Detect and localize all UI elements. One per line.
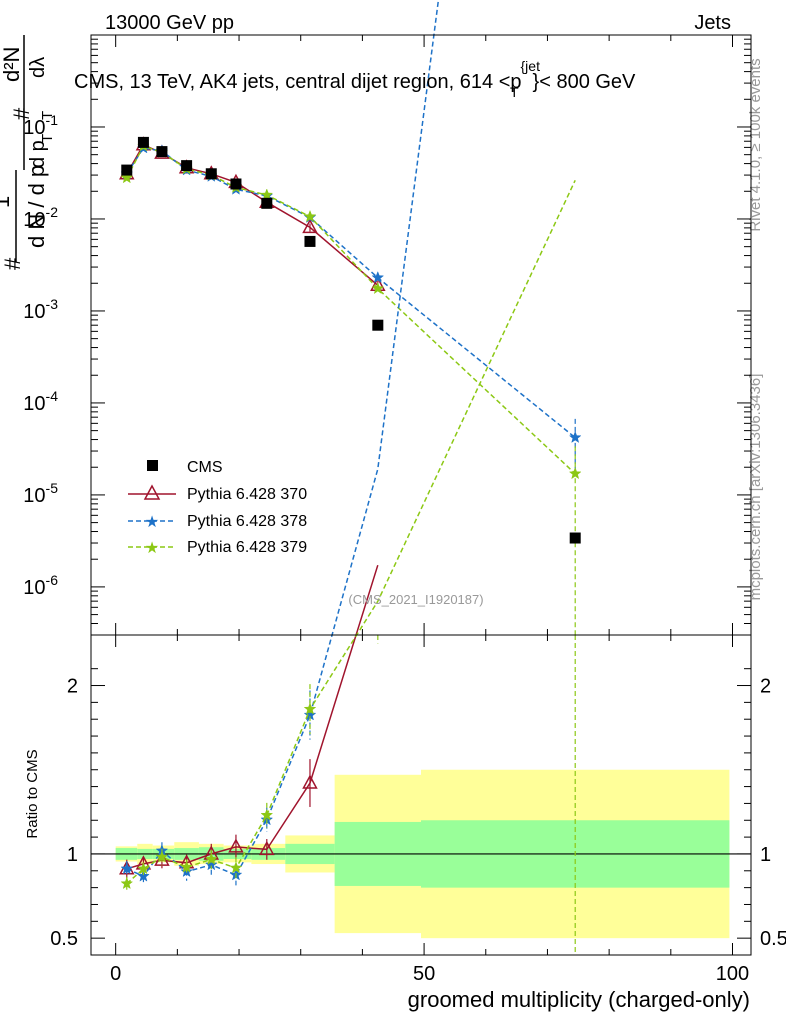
cms-point-6 — [261, 197, 273, 209]
x-tick-label-1: 50 — [413, 963, 435, 985]
process-label: Jets — [694, 12, 731, 34]
main-panel — [119, 136, 582, 635]
ratio-point-1-5 — [228, 838, 244, 853]
legend-p378-marker: ★ — [145, 514, 159, 531]
legend: CMS Pythia 6.428 370 ★ Pythia 6.428 378 … — [128, 459, 307, 557]
analysis-id: (CMS_2021_I1920187) — [348, 592, 483, 607]
ratio-tick-label-0: 0.5 — [50, 928, 78, 950]
legend-cms-marker — [147, 460, 158, 471]
ratio-line-3 — [126, 179, 576, 885]
ratio-tick-label-right-1: 1 — [760, 844, 771, 866]
cms-point-4 — [205, 168, 217, 180]
ylabel-T-2: T — [39, 111, 56, 120]
legend-cms-label: CMS — [187, 459, 223, 476]
axes-ticks: 0 50 100 10-1 10-2 10-3 10-4 10-5 10-6 0.5 0.5 1 1 2 2 — [23, 35, 786, 985]
ratio-tick-label-1: 1 — [67, 844, 78, 866]
cms-point-1 — [137, 136, 149, 148]
ratio-point-3-1 — [137, 862, 150, 875]
beam-label: 13000 GeV pp — [105, 12, 234, 34]
y-tick-label-4: 10-5 — [23, 480, 58, 507]
ylabel-dN: d N / d p — [24, 165, 49, 248]
cms-point-5 — [230, 178, 242, 190]
x-tick-label-0: 0 — [110, 963, 121, 985]
x-axis-label: groomed multiplicity (charged-only) — [408, 987, 750, 1012]
ratio-y-label: Ratio to CMS — [24, 749, 41, 838]
ratio-point-2-1 — [137, 869, 150, 882]
ratio-point-3-5 — [229, 861, 243, 874]
series-line-2 — [126, 147, 576, 439]
ratio-line-2 — [126, 0, 440, 878]
point-3-0 — [120, 171, 134, 184]
point-3-8 — [371, 281, 385, 295]
cms-point-8 — [372, 319, 384, 331]
cms-point-9 — [569, 532, 581, 544]
title-sup: {jet — [521, 58, 541, 74]
cms-point-0 — [121, 164, 133, 176]
ratio-tick-label-right-0: 0.5 — [760, 928, 786, 950]
ylabel-hash-1: # — [0, 257, 25, 270]
y-axis-label: # 1 d N / d p T # d²N d p T dλ — [0, 35, 56, 270]
point-2-9 — [568, 430, 582, 443]
title-main: CMS, 13 TeV, AK4 jets, central dijet reg… — [74, 58, 636, 100]
ylabel-hash-2: # — [9, 107, 34, 120]
ratio-point-3-7 — [303, 702, 317, 715]
ratio-point-3-6 — [260, 808, 274, 821]
point-3-7 — [303, 209, 317, 223]
title-pre: CMS, 13 TeV, AK4 jets, central dijet reg… — [74, 71, 522, 93]
y-tick-label-3: 10-4 — [23, 388, 58, 415]
y-tick-label-5: 10-6 — [23, 572, 58, 599]
ylabel-dlambda: dλ — [27, 57, 49, 78]
cms-point-3 — [181, 160, 193, 172]
y-tick-label-0: 10-1 — [23, 112, 58, 139]
ratio-point-3-3 — [180, 860, 193, 873]
y-tick-label-1: 10-2 — [23, 204, 58, 231]
title-post: }< 800 GeV — [533, 71, 637, 93]
ratio-frame — [90, 634, 752, 956]
ratio-tick-label-right-2: 2 — [760, 676, 771, 698]
ratio-point-3-4 — [204, 852, 218, 865]
ratio-point-3-2 — [155, 850, 169, 863]
legend-p379-label: Pythia 6.428 379 — [187, 539, 307, 556]
ratio-point-1-7 — [302, 774, 318, 789]
legend-p370-marker — [143, 484, 161, 500]
ratio-tick-label-2: 2 — [67, 676, 78, 698]
series-line-1 — [126, 143, 379, 286]
cms-point-2 — [156, 146, 168, 158]
point-2-8 — [371, 271, 385, 284]
legend-p379-marker: ★ — [145, 540, 159, 557]
chart-title: CMS, 13 TeV, AK4 jets, central dijet reg… — [74, 58, 636, 100]
cms-point-7 — [304, 235, 316, 247]
point-1-7 — [302, 218, 318, 234]
ratio-point-1-6 — [259, 840, 275, 856]
ratio-point-2-0 — [120, 862, 134, 875]
ylabel-d2N: d²N — [0, 47, 24, 82]
rivet-label: Rivet 4.1.0, ≥ 100k events — [747, 58, 764, 231]
legend-p378-label: Pythia 6.428 378 — [187, 513, 307, 530]
ratio-point-3-0 — [120, 877, 134, 890]
point-3-6 — [260, 188, 274, 201]
series-line-3 — [126, 145, 576, 475]
y-tick-label-2: 10-3 — [23, 296, 58, 323]
title-sub: T — [510, 84, 519, 100]
ylabel-dp: d p — [27, 140, 49, 168]
point-3-9 — [568, 466, 582, 480]
ylabel-one: 1 — [0, 196, 14, 208]
ylabel-T-1: T — [39, 134, 56, 143]
legend-p370-label: Pythia 6.428 370 — [187, 486, 307, 503]
x-tick-label-2: 100 — [716, 963, 749, 985]
ratio-panel — [91, 0, 751, 955]
